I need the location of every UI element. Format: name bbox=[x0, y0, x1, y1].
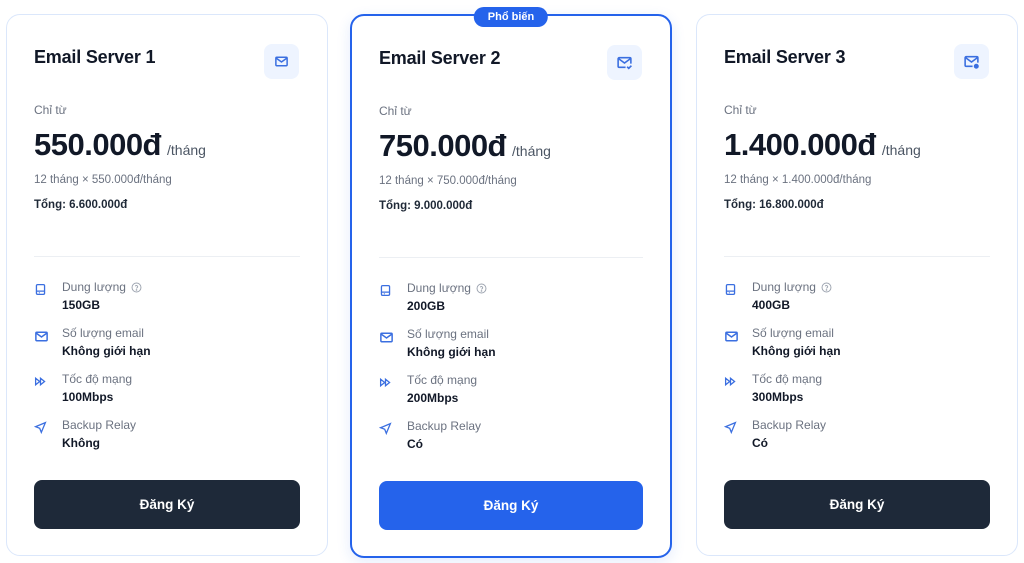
help-icon[interactable] bbox=[476, 283, 487, 294]
divider bbox=[724, 256, 990, 257]
feature-item: Tốc độ mạng 200Mbps bbox=[379, 373, 643, 419]
fast-forward-icon bbox=[34, 372, 62, 418]
feature-label: Tốc độ mạng bbox=[752, 372, 823, 386]
feature-value: 400GB bbox=[752, 298, 791, 312]
plan-title: Email Server 1 bbox=[34, 47, 156, 67]
feature-item: Dung lượng 400GB bbox=[724, 280, 990, 326]
feature-label: Dung lượng bbox=[407, 281, 471, 295]
price-from-label: Chỉ từ bbox=[34, 103, 67, 117]
feature-value: Không bbox=[62, 436, 100, 450]
feature-label: Số lượng email bbox=[407, 327, 489, 341]
feature-value: Không giới hạn bbox=[407, 345, 496, 359]
feature-label: Dung lượng bbox=[752, 280, 816, 294]
feature-value: Không giới hạn bbox=[62, 344, 151, 358]
feature-value: 300Mbps bbox=[752, 390, 804, 404]
price-from-label: Chỉ từ bbox=[724, 103, 757, 117]
divider bbox=[379, 257, 643, 258]
fast-forward-icon bbox=[379, 373, 407, 419]
feature-item: Backup Relay Không bbox=[33, 418, 300, 464]
feature-item: Tốc độ mạng 100Mbps bbox=[34, 372, 300, 418]
feature-item: Số lượng email Không giới hạn bbox=[724, 326, 990, 372]
pricing-card: Email Server 3 Chỉ từ 1.400.000đ /tháng … bbox=[696, 14, 1018, 556]
feature-item: Backup Relay Có bbox=[723, 418, 990, 464]
feature-label: Tốc độ mạng bbox=[62, 372, 133, 386]
feature-label: Tốc độ mạng bbox=[407, 373, 478, 387]
plan-title: Email Server 3 bbox=[724, 47, 846, 67]
mail-cog-icon bbox=[954, 44, 989, 79]
send-icon bbox=[723, 418, 752, 464]
register-button[interactable]: Đăng Ký bbox=[379, 481, 643, 530]
plan-price: 550.000đ bbox=[34, 127, 162, 162]
feature-item: Tốc độ mạng 300Mbps bbox=[724, 372, 990, 418]
price-unit: /tháng bbox=[167, 142, 206, 158]
feature-item: Số lượng email Không giới hạn bbox=[379, 327, 643, 373]
feature-label: Backup Relay bbox=[752, 418, 827, 432]
feature-value: Không giới hạn bbox=[752, 344, 841, 358]
send-icon bbox=[33, 418, 62, 464]
feature-value: 150GB bbox=[62, 298, 101, 312]
mail-icon bbox=[34, 326, 62, 372]
mail-icon bbox=[379, 327, 407, 373]
price-row: 1.400.000đ /tháng bbox=[724, 127, 921, 163]
price-unit: /tháng bbox=[512, 143, 551, 159]
hard-drive-icon bbox=[724, 280, 752, 326]
price-calculation: 12 tháng × 750.000đ/tháng bbox=[379, 175, 517, 187]
feature-label: Dung lượng bbox=[62, 280, 126, 294]
price-unit: /tháng bbox=[881, 142, 921, 158]
feature-value: 200Mbps bbox=[407, 391, 459, 405]
register-button[interactable]: Đăng Ký bbox=[724, 480, 990, 529]
feature-label: Số lượng email bbox=[62, 326, 144, 340]
feature-list: Dung lượng 200GB Số lượng email Không gi… bbox=[378, 281, 643, 465]
pricing-card: Phổ biến Email Server 2 Chỉ từ 750.000đ … bbox=[350, 7, 672, 558]
mail-check-icon bbox=[607, 45, 642, 80]
price-total: Tổng: 6.600.000đ bbox=[34, 199, 128, 211]
hard-drive-icon bbox=[379, 281, 407, 327]
hard-drive-icon bbox=[34, 280, 62, 326]
plan-price: 750.000đ bbox=[379, 128, 507, 163]
price-calculation: 12 tháng × 1.400.000đ/tháng bbox=[724, 174, 872, 186]
feature-list: Dung lượng 400GB Số lượng email Không gi… bbox=[723, 280, 990, 464]
help-icon[interactable] bbox=[821, 282, 832, 293]
feature-label: Backup Relay bbox=[407, 419, 482, 433]
mail-icon bbox=[724, 326, 752, 372]
mail-icon bbox=[264, 44, 299, 79]
register-button[interactable]: Đăng Ký bbox=[34, 480, 300, 529]
help-icon[interactable] bbox=[131, 282, 142, 293]
pricing-card: Email Server 1 Chỉ từ 550.000đ /tháng 12… bbox=[6, 14, 328, 556]
price-row: 750.000đ /tháng bbox=[379, 128, 551, 164]
price-total: Tổng: 9.000.000đ bbox=[379, 200, 473, 212]
feature-item: Backup Relay Có bbox=[378, 419, 643, 465]
feature-item: Dung lượng 200GB bbox=[379, 281, 643, 327]
feature-label: Backup Relay bbox=[62, 418, 137, 432]
feature-value: Có bbox=[752, 436, 768, 450]
feature-list: Dung lượng 150GB Số lượng email Không gi… bbox=[33, 280, 300, 464]
popular-badge: Phổ biến bbox=[473, 7, 549, 27]
price-row: 550.000đ /tháng bbox=[34, 127, 206, 163]
feature-value: 200GB bbox=[407, 299, 446, 313]
price-calculation: 12 tháng × 550.000đ/tháng bbox=[34, 174, 172, 186]
feature-item: Dung lượng 150GB bbox=[34, 280, 300, 326]
feature-label: Số lượng email bbox=[752, 326, 834, 340]
feature-value: 100Mbps bbox=[62, 390, 114, 404]
price-total: Tổng: 16.800.000đ bbox=[724, 199, 824, 211]
feature-value: Có bbox=[407, 437, 423, 451]
fast-forward-icon bbox=[724, 372, 752, 418]
plan-title: Email Server 2 bbox=[379, 48, 501, 68]
divider bbox=[34, 256, 300, 257]
price-from-label: Chỉ từ bbox=[379, 104, 412, 118]
plan-price: 1.400.000đ bbox=[724, 127, 876, 162]
feature-item: Số lượng email Không giới hạn bbox=[34, 326, 300, 372]
send-icon bbox=[378, 419, 407, 465]
